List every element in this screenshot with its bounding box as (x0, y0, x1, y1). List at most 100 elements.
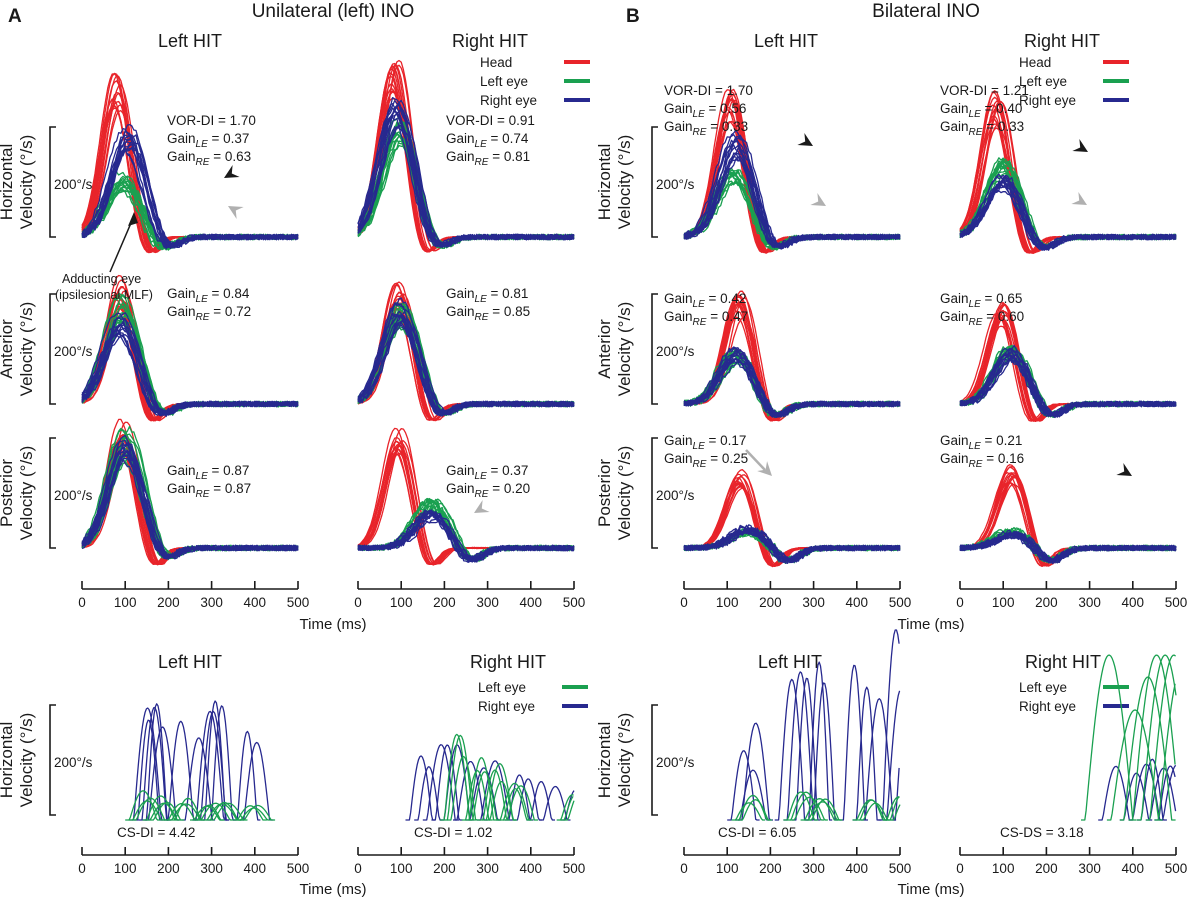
stat-text-5: GainRE = 0.20 (446, 481, 530, 500)
trace-right-eye (405, 755, 436, 821)
x-tick-label: 100 (390, 595, 413, 610)
trace-left-eye (731, 802, 766, 821)
x-tick-label: 400 (846, 595, 869, 610)
y-axis-label-6: Horizontal Velocity (°/s) (595, 135, 634, 230)
x-axis-title-b-sacc: Time (ms) (898, 881, 965, 898)
trace-left-eye (468, 771, 500, 821)
annotation-line1: Adducting eye (62, 272, 141, 286)
y-axis-label-line1: Horizontal (0, 144, 16, 221)
trace-left-eye (171, 797, 205, 821)
x-tick-label: 100 (992, 595, 1015, 610)
scale-bar-6 (651, 126, 658, 238)
y-axis-label-2: Anterior Velocity (°/s) (0, 302, 36, 397)
trace-right-eye (683, 529, 901, 563)
trace-head (683, 482, 901, 567)
plot-15 (1081, 654, 1177, 821)
trace-right-eye (431, 744, 463, 821)
x-tick-label: 0 (354, 861, 362, 876)
y-axis-label-line1: Horizontal (595, 722, 614, 799)
stat-text-0: GainRE = 0.63 (167, 149, 251, 168)
trace-left-eye (1145, 654, 1176, 821)
x-tick-label: 0 (78, 595, 86, 610)
trace-right-eye (959, 348, 1177, 416)
stat-text-2: GainRE = 0.72 (167, 304, 251, 323)
trace-right-eye (738, 722, 773, 821)
trace-left-eye (786, 791, 825, 821)
trace-left-eye (783, 791, 819, 821)
black-arrowhead-icon (1116, 462, 1132, 476)
trace-right-eye (357, 303, 575, 415)
plot-7 (959, 90, 1177, 254)
legend-label-left-eye: Left eye (480, 74, 528, 89)
trace-left-eye (485, 780, 517, 821)
x-tick-label: 400 (1122, 861, 1145, 876)
plot-9 (959, 301, 1177, 423)
col-title-right-hit-b: Right HIT (1024, 31, 1100, 51)
trace-head (683, 480, 901, 567)
scale-bar-label: 200°/s (656, 177, 695, 192)
trace-right-eye (357, 313, 575, 414)
stat-text-6: GainLE = 0.56 (664, 101, 746, 120)
trace-head (357, 281, 575, 421)
x-tick-label: 400 (244, 861, 267, 876)
x-tick-label: 0 (78, 861, 86, 876)
trace-right-eye (683, 358, 901, 418)
x-tick-label: 400 (1122, 595, 1145, 610)
legend-label-head: Head (1019, 55, 1051, 70)
legend-label-head: Head (480, 55, 512, 70)
stat-text-11: GainRE = 0.16 (940, 451, 1024, 470)
scale-bar-10 (651, 437, 658, 549)
scale-bar-8 (651, 293, 658, 405)
x-tick-label: 300 (1078, 595, 1101, 610)
trace-left-eye (164, 802, 198, 821)
y-axis-label-line2: Velocity (°/s) (17, 446, 36, 541)
stat-text-6: GainRE = 0.33 (664, 119, 748, 138)
stat-text-10: GainLE = 0.17 (664, 433, 746, 452)
stat-text-15: CS-DS = 3.18 (1000, 825, 1084, 840)
trace-left-eye (1137, 654, 1177, 821)
col-title-right-hit-a-sacc: Right HIT (470, 652, 546, 672)
x-tick-label: 100 (716, 595, 739, 610)
stat-text-2: GainLE = 0.84 (167, 286, 250, 305)
trace-left-eye (447, 755, 480, 821)
gray-arrow (745, 449, 766, 471)
trace-right-eye (357, 511, 575, 561)
x-tick-label: 300 (802, 595, 825, 610)
trace-right-eye (839, 664, 868, 821)
trace-left-eye (735, 794, 770, 821)
trace-right-eye (539, 785, 571, 821)
x-tick-label: 200 (1035, 861, 1058, 876)
plot-8 (683, 290, 901, 422)
trace-left-eye (886, 795, 900, 821)
y-axis-label-line2: Velocity (°/s) (615, 135, 634, 230)
scale-bar-label: 200°/s (656, 755, 695, 770)
trace-right-eye (683, 144, 901, 249)
col-title-left-hit-b-sacc: Left HIT (758, 652, 822, 672)
stat-text-0: VOR-DI = 1.70 (167, 113, 256, 128)
trace-right-eye (683, 158, 901, 250)
stat-text-7: VOR-DI = 1.21 (940, 83, 1029, 98)
plot-2 (81, 274, 299, 422)
stat-text-10: GainRE = 0.25 (664, 451, 748, 470)
legend-label-left-eye: Left eye (1019, 680, 1067, 695)
trace-left-eye (240, 804, 276, 821)
legend-label-right-eye: Right eye (480, 93, 537, 108)
x-tick-label: 0 (680, 861, 688, 876)
trace-left-eye (889, 804, 901, 821)
trace-right-eye (774, 678, 809, 821)
x-tick-label: 400 (846, 861, 869, 876)
scale-bar-label: 200°/s (656, 344, 695, 359)
y-axis-label-line1: Anterior (595, 319, 614, 379)
trace-left-eye (196, 802, 234, 821)
trace-left-eye (800, 798, 839, 821)
stat-text-9: GainLE = 0.65 (940, 291, 1022, 310)
black-arrowhead-icon (224, 164, 240, 178)
black-arrowhead-icon (1072, 138, 1088, 152)
x-tick-label: 300 (1078, 861, 1101, 876)
trace-right-eye (809, 682, 838, 821)
x-axis-title-a-sacc: Time (ms) (300, 881, 367, 898)
scale-bar-label: 200°/s (656, 488, 695, 503)
trace-right-eye (142, 703, 171, 821)
y-axis-label-10: Posterior Velocity (°/s) (595, 446, 634, 541)
gray-arrowhead-icon (810, 192, 826, 206)
